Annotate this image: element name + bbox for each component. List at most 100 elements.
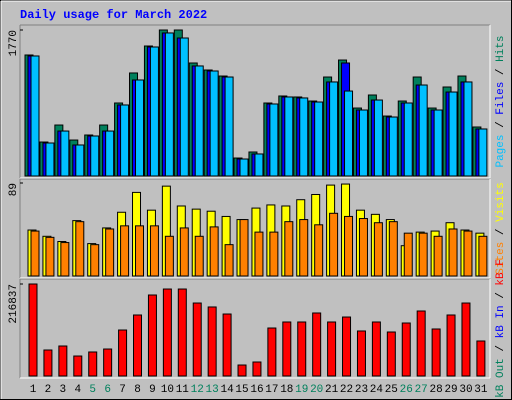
legend-entry: Visits [495,182,507,222]
legend-entry: Files [495,82,507,115]
legend-entry: kB F [495,259,507,285]
bar [344,215,354,277]
bar [118,329,128,377]
x-tick-label: 22 [340,384,353,396]
bar [461,302,471,377]
x-tick-label: 12 [191,384,204,396]
bar [478,235,488,277]
bar [418,84,428,177]
bar [284,96,294,177]
bar [373,99,383,177]
bar [30,230,40,277]
bar [135,79,145,177]
bar [60,242,70,277]
x-tick-label: 23 [355,384,368,396]
legend-entry: kB In [495,305,507,338]
bar [297,321,307,377]
bar [299,219,309,277]
bar [403,232,413,277]
bar [192,302,202,377]
bar [149,225,159,277]
x-tick-label: 30 [459,384,472,396]
bar [448,91,458,177]
x-tick-label: 4 [74,384,81,396]
bar [358,109,368,177]
bar [463,230,473,277]
bar [164,235,174,277]
bar [105,130,115,177]
bar [237,364,247,377]
legend: Pages / Files / Hits [495,35,507,167]
x-tick-label: 1 [30,384,37,396]
x-tick-label: 2 [45,384,52,396]
bar [403,102,413,177]
x-tick-label: 14 [220,384,234,396]
bar [224,76,234,177]
bar [103,348,113,377]
x-tick-label: 3 [60,384,67,396]
legend-separator: / [495,222,507,242]
y-tick-label: 1770 [8,30,20,56]
bar [28,283,38,377]
bar [135,225,145,277]
bar [90,135,100,177]
bar [105,228,115,277]
bar [224,244,234,277]
bar [222,313,232,377]
x-tick-label: 28 [430,384,443,396]
x-tick-label: 21 [325,384,339,396]
x-tick-label: 25 [385,384,398,396]
bar [448,228,458,277]
bar [416,310,426,377]
bar [418,232,428,277]
bar [60,130,70,177]
bar [252,361,262,377]
bar [179,37,189,177]
x-tick-label: 9 [149,384,156,396]
bar [90,244,100,277]
x-tick-label: 10 [161,384,174,396]
x-tick-label: 7 [119,384,126,396]
bar [344,90,354,177]
x-tick-label: 20 [310,384,323,396]
x-tick-label: 29 [444,384,457,396]
x-tick-label: 11 [176,384,190,396]
bar [267,327,277,377]
bar [314,101,324,177]
bar [386,331,396,377]
bar [194,65,204,177]
bar [45,236,55,277]
legend-separator: / [495,286,507,306]
bar [478,128,488,177]
legend-separator: / [495,338,507,358]
bar [88,351,98,377]
bar [431,328,441,377]
bar [120,225,130,277]
bar [254,231,264,277]
x-tick-label: 6 [104,384,111,396]
chart-title: Daily usage for March 2022 [20,8,207,22]
bar [433,109,443,177]
bar [43,349,53,377]
bar [209,70,219,177]
bar [164,32,174,177]
legend-entry: Hits [495,35,507,61]
bar [120,104,130,177]
bar [239,158,249,177]
legend-entry: Pages [495,135,507,168]
bar [401,322,411,377]
bar [207,306,217,377]
y-tick-label: 216837 [8,284,20,324]
bar [147,294,157,377]
x-tick-label: 27 [415,384,428,396]
bar [177,288,187,377]
x-tick-label: 8 [134,384,141,396]
x-tick-label: 5 [89,384,96,396]
x-tick-label: 24 [370,384,384,396]
legend-separator: / [495,115,507,135]
bar [179,227,189,277]
bar [329,212,339,277]
bar [433,235,443,277]
bar [327,321,337,377]
